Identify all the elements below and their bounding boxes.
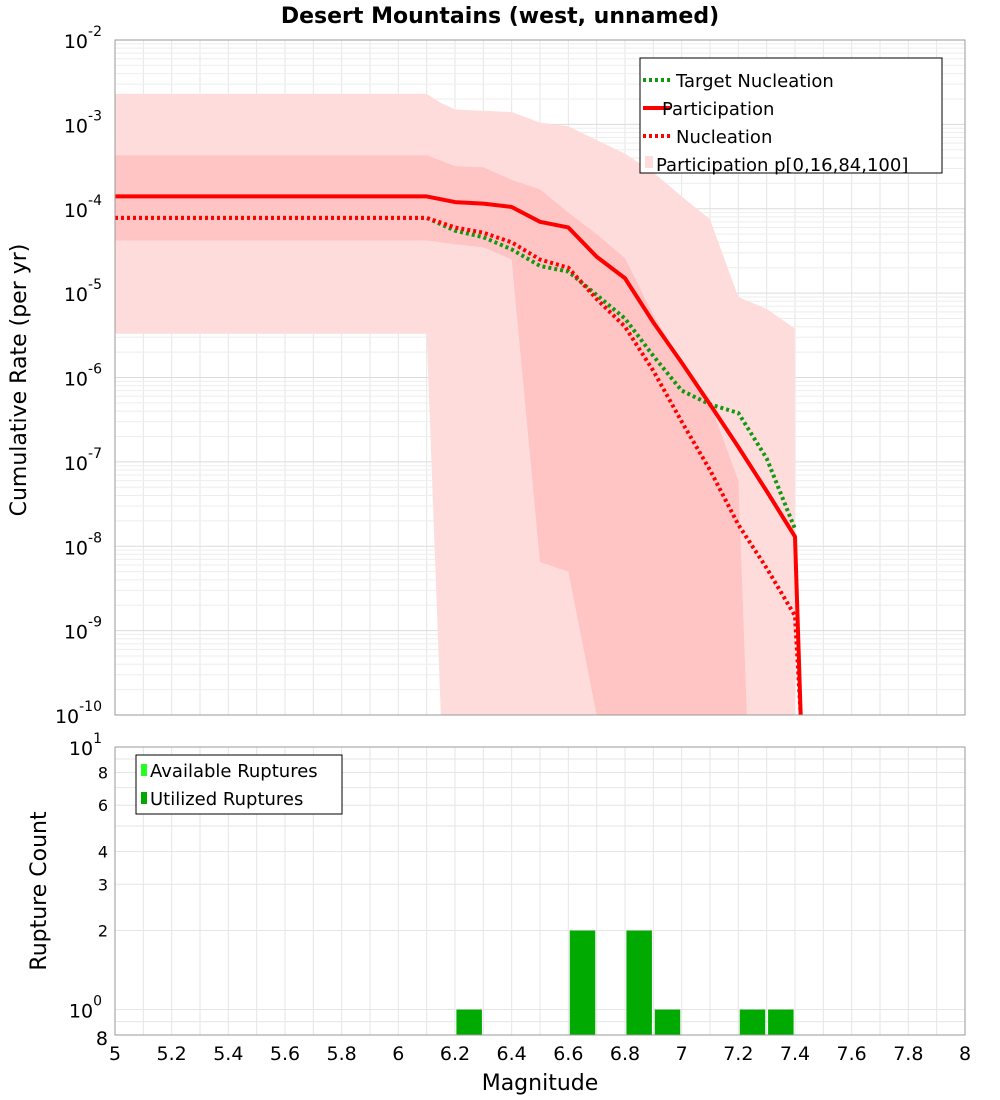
y-tick-label: 10-5 xyxy=(64,277,102,306)
y-tick-label: 101 xyxy=(69,731,102,760)
x-tick-label: 7 xyxy=(676,1043,688,1065)
y-tick-base: 10 xyxy=(64,284,88,306)
legend-swatch xyxy=(645,156,653,168)
y-tick-exponent: -4 xyxy=(88,193,102,209)
top-frame xyxy=(114,39,966,716)
y-tick-base: 10 xyxy=(69,738,93,760)
legend-label: Utilized Ruptures xyxy=(150,789,303,810)
x-tick-label: 7.6 xyxy=(837,1043,867,1065)
x-tick-label: 5 xyxy=(109,1043,121,1065)
legend-label: Available Ruptures xyxy=(150,761,318,782)
y-tick-exponent: -2 xyxy=(88,24,102,40)
y-tick-base: 10 xyxy=(64,537,88,559)
x-tick-label: 6.8 xyxy=(610,1043,640,1065)
x-tick-label: 7.8 xyxy=(893,1043,923,1065)
legend-label: Nucleation xyxy=(676,127,772,148)
y-axis-label-top: Cumulative Rate (per yr) xyxy=(7,244,32,517)
y-tick-label: 10-7 xyxy=(64,446,102,475)
x-tick-label: 6 xyxy=(392,1043,404,1065)
x-tick-label: 5.8 xyxy=(327,1043,357,1065)
x-tick-label: 6.2 xyxy=(440,1043,470,1065)
y-tick-exponent: -8 xyxy=(88,530,102,546)
y-tick-label: 4 xyxy=(98,842,108,861)
y-axis-label-bottom: Rupture Count xyxy=(27,811,52,971)
top-legend: Target Nucleation Participation Nucleation… xyxy=(639,57,943,176)
x-tick-label: 5.4 xyxy=(213,1043,243,1065)
nucleation-line xyxy=(115,215,803,715)
x-ticks: 5 5.2 5.4 5.6 5.8 6 6.2 6.4 6.6 6.8 7 7.2 7.4 7.6 7.8 8 xyxy=(109,1043,971,1065)
y-tick-label: 10-4 xyxy=(64,193,102,222)
y-tick-exponent: -7 xyxy=(88,446,102,462)
top-data xyxy=(115,93,803,715)
legend-label: Target Nucleation xyxy=(675,71,834,92)
y-tick-label: 6 xyxy=(98,796,108,815)
y-tick-label: 8 xyxy=(98,763,108,782)
y-tick-exponent: -6 xyxy=(88,362,102,378)
rupture-bar xyxy=(626,930,652,1035)
y-tick-exponent: 1 xyxy=(93,731,102,747)
rupture-bar xyxy=(456,1009,482,1035)
y-tick-label: 10-6 xyxy=(64,362,102,391)
y-tick-label: 3 xyxy=(98,875,108,894)
y-tick-base: 10 xyxy=(64,200,88,222)
bottom-frame xyxy=(114,746,966,1036)
rupture-bar xyxy=(768,1009,794,1035)
participation-band-inner xyxy=(115,155,747,715)
y-tick-label: 2 xyxy=(98,922,108,941)
x-tick-label: 5.2 xyxy=(157,1043,187,1065)
rupture-bar xyxy=(654,1009,681,1035)
y-tick-base: 10 xyxy=(64,369,88,391)
x-tick-label: 5.6 xyxy=(270,1043,300,1065)
y-tick-base: 10 xyxy=(69,1001,93,1023)
y-tick-base: 10 xyxy=(55,706,79,728)
y-tick-base: 10 xyxy=(64,31,88,53)
y-tick-label: 8 xyxy=(96,1028,108,1050)
x-tick-label: 7.4 xyxy=(780,1043,810,1065)
legend-swatch xyxy=(141,792,147,804)
rupture-bar xyxy=(739,1009,766,1035)
legend-box xyxy=(135,754,343,815)
y-tick-label: 10-2 xyxy=(64,24,102,53)
chart-title: Desert Mountains (west, unnamed) xyxy=(281,4,719,29)
legend-swatch xyxy=(141,764,147,776)
x-tick-label: 6.4 xyxy=(497,1043,527,1065)
y-tick-label: 10-10 xyxy=(55,699,102,728)
x-tick-label: 7.2 xyxy=(723,1043,753,1065)
y-tick-exponent: -9 xyxy=(88,615,102,631)
x-tick-label: 8 xyxy=(959,1043,971,1065)
y-tick-label: 10-3 xyxy=(64,108,102,137)
participation-line xyxy=(115,194,803,715)
y-tick-exponent: -10 xyxy=(79,699,102,715)
y-tick-base: 10 xyxy=(64,622,88,644)
top-y-ticks: 10-210-310-410-510-610-710-810-910-10 xyxy=(55,24,102,728)
legend-label: Participation xyxy=(662,99,774,120)
y-tick-base: 10 xyxy=(64,115,88,137)
y-tick-exponent: -3 xyxy=(88,108,102,124)
y-tick-exponent: -5 xyxy=(88,277,102,293)
legend-label: Participation p[0,16,84,100] xyxy=(656,155,908,176)
rupture-bar xyxy=(569,930,596,1035)
y-tick-exponent: 0 xyxy=(93,994,102,1010)
y-tick-label: 10-9 xyxy=(64,615,102,644)
target-nucleation-line xyxy=(115,215,797,530)
y-tick-label: 100 xyxy=(69,994,102,1023)
x-tick-label: 6.6 xyxy=(553,1043,583,1065)
bottom-legend: Available Ruptures Utilized Ruptures xyxy=(135,754,343,815)
y-tick-label: 10-8 xyxy=(64,530,102,559)
y-tick-base: 10 xyxy=(64,453,88,475)
x-axis-label: Magnitude xyxy=(482,1071,599,1096)
legend-box xyxy=(639,57,943,174)
